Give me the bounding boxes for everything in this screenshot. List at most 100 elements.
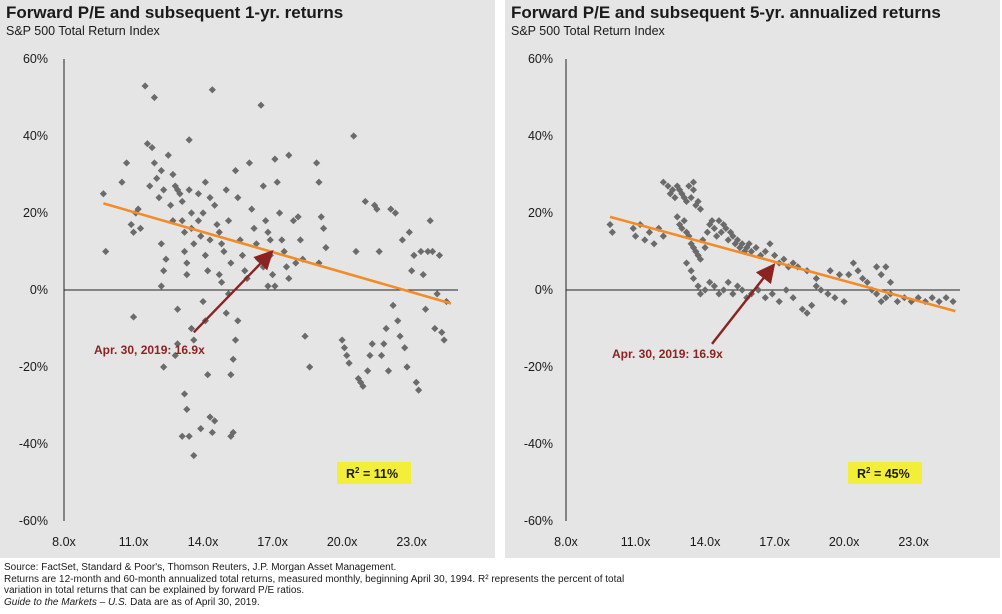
data-point — [148, 143, 156, 152]
data-point — [215, 228, 223, 236]
data-point — [169, 170, 177, 179]
data-point — [350, 132, 358, 140]
data-point — [160, 186, 168, 194]
data-point — [118, 178, 126, 186]
annotation-label: Apr. 30, 2019: 16.9x — [612, 347, 723, 361]
data-point — [415, 386, 423, 394]
data-point — [264, 228, 272, 236]
data-point — [199, 297, 207, 306]
data-point — [171, 351, 179, 360]
data-point — [218, 278, 226, 286]
data-point — [183, 259, 191, 267]
data-point — [129, 313, 138, 321]
data-point — [687, 194, 695, 202]
data-point — [224, 217, 233, 225]
data-point — [396, 332, 404, 340]
data-point — [345, 359, 353, 367]
data-point — [682, 197, 691, 206]
data-point — [204, 267, 212, 275]
data-point — [942, 294, 950, 302]
data-point — [403, 363, 411, 371]
data-point — [659, 232, 667, 240]
data-point — [164, 151, 172, 159]
data-point — [428, 247, 437, 256]
data-point — [238, 251, 247, 259]
data-point — [840, 297, 848, 306]
data-point — [694, 282, 702, 290]
data-point — [673, 213, 681, 221]
data-point — [271, 282, 279, 290]
data-point — [206, 413, 214, 421]
data-point — [178, 197, 186, 206]
data-point — [724, 236, 732, 244]
y-tick-label: -40% — [19, 437, 48, 451]
data-point — [789, 259, 797, 267]
data-point — [229, 355, 237, 363]
data-point — [431, 324, 439, 333]
data-point — [280, 247, 288, 256]
data-point — [789, 294, 797, 302]
data-point — [211, 417, 219, 425]
data-point — [426, 217, 434, 225]
data-point — [877, 297, 885, 306]
data-point — [266, 236, 274, 244]
data-point — [241, 267, 249, 275]
data-point — [410, 251, 418, 259]
data-point — [301, 332, 309, 340]
data-point — [222, 309, 230, 317]
data-point — [227, 371, 235, 379]
chart-title: Forward P/E and subsequent 1-yr. returns — [6, 3, 344, 22]
x-tick-label: 8.0x — [554, 535, 578, 549]
data-point — [211, 201, 219, 209]
data-point — [389, 301, 397, 309]
data-point — [218, 240, 226, 248]
data-point — [405, 228, 413, 236]
data-point — [187, 324, 196, 333]
data-point — [278, 236, 286, 244]
guide-title: Guide to the Markets – U.S. — [4, 596, 128, 608]
data-point — [812, 282, 820, 290]
y-tick-label: 40% — [23, 129, 48, 143]
methodology-note: Returns are 12-month and 60-month annual… — [4, 573, 625, 585]
data-point — [285, 151, 293, 159]
data-point — [722, 224, 730, 232]
data-point — [701, 244, 709, 252]
annotation-arrow — [192, 249, 274, 334]
chart-panel-5yr: Forward P/E and subsequent 5-yr. annuali… — [505, 0, 1000, 558]
data-point — [766, 240, 774, 248]
data-point — [150, 93, 158, 102]
data-point — [366, 351, 374, 360]
data-point — [398, 236, 406, 244]
y-tick-label: 40% — [528, 129, 553, 143]
data-point — [268, 271, 277, 279]
data-point — [382, 324, 390, 333]
data-point — [160, 363, 168, 371]
r-squared-box — [337, 462, 411, 484]
data-point — [872, 290, 881, 298]
y-tick-label: -40% — [524, 437, 553, 451]
data-point — [817, 286, 825, 294]
data-point — [921, 297, 929, 306]
data-point — [424, 247, 432, 256]
data-point — [227, 432, 235, 440]
data-point — [859, 274, 867, 283]
x-tick-label: 20.0x — [327, 535, 358, 549]
x-tick-label: 11.0x — [621, 535, 651, 549]
data-point — [803, 309, 811, 317]
data-point — [129, 228, 138, 236]
data-point — [775, 297, 783, 306]
data-point — [143, 140, 152, 148]
data-point — [222, 186, 230, 194]
data-point — [194, 217, 203, 225]
data-point — [682, 228, 691, 236]
trend-line — [103, 202, 452, 305]
methodology-note-cont: variation in total returns that can be e… — [4, 585, 305, 596]
data-point — [285, 274, 293, 283]
data-point — [167, 201, 175, 209]
data-point — [190, 451, 198, 460]
data-point — [338, 336, 346, 344]
x-tick-label: 23.0x — [898, 535, 929, 549]
data-point — [768, 290, 776, 298]
data-point — [412, 378, 420, 386]
data-point — [315, 259, 323, 267]
